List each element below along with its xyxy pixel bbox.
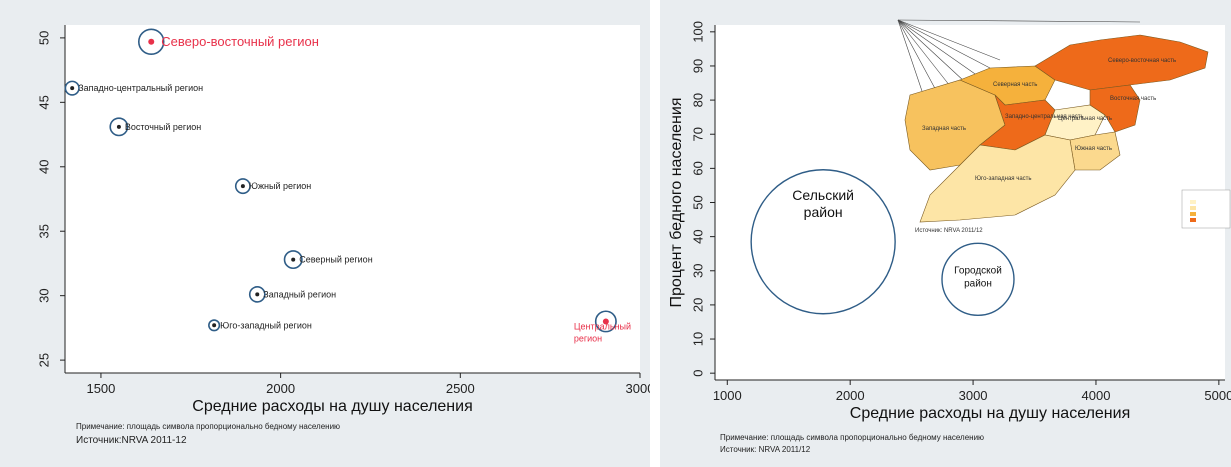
right-y-tick-label: 50 xyxy=(690,195,705,209)
right-bubble-chart: Северная часть Северо-восточная часть За… xyxy=(668,19,1231,454)
right-y-tick-label: 100 xyxy=(690,21,705,43)
map-label-north: Северная часть xyxy=(993,82,1037,88)
map-label-south: Южная часть xyxy=(1075,146,1112,152)
bubble-center-point xyxy=(291,257,296,262)
left-x-tick-label: 2000 xyxy=(266,381,295,396)
bubble-center-point xyxy=(602,318,609,325)
right-y-tick-label: 10 xyxy=(690,332,705,346)
right-x-tick-label: 1000 xyxy=(713,388,742,403)
right-x-tick-label: 4000 xyxy=(1082,388,1111,403)
afghanistan-map: Северная часть Северо-восточная часть За… xyxy=(897,19,1231,234)
left-y-tick-label: 50 xyxy=(36,31,51,45)
left-y-tick-label: 35 xyxy=(36,224,51,238)
point-label: район xyxy=(804,204,843,220)
legend-swatch-2 xyxy=(1190,206,1196,210)
legend-swatch-4 xyxy=(1190,218,1196,222)
point-label: Центральный xyxy=(574,321,631,331)
right-y-tick-label: 20 xyxy=(690,298,705,312)
right-y-tick-label: 70 xyxy=(690,127,705,141)
right-y-tick-label: 0 xyxy=(690,370,705,377)
left-y-tick-label: 40 xyxy=(36,160,51,174)
map-label-west-central: Западно-центральная часть xyxy=(1005,114,1084,120)
map-source-label: Источник: NRVA 2011/12 xyxy=(915,228,983,234)
right-note: Примечание: площадь символа пропорционал… xyxy=(720,433,984,442)
point-label: Западный регион xyxy=(263,289,336,299)
point-label: Западно-центральный регион xyxy=(78,83,203,93)
point-label: Северо-восточный регион xyxy=(161,34,319,49)
left-y-tick-label: 25 xyxy=(36,353,51,367)
point-label: Сельский xyxy=(792,187,854,203)
bubble-center-point xyxy=(70,86,75,91)
bubble-center-point xyxy=(212,323,217,328)
point-label: район xyxy=(964,278,992,289)
map-label-northeast: Северо-восточная часть xyxy=(1108,58,1176,64)
right-y-tick-label: 60 xyxy=(690,161,705,175)
bubble xyxy=(941,242,1015,317)
right-source: Источник: NRVA 2011/12 xyxy=(720,445,811,454)
left-source: Источник:NRVA 2011-12 xyxy=(76,435,187,446)
right-x-tick-label: 3000 xyxy=(959,388,988,403)
legend-swatch-1 xyxy=(1190,200,1196,204)
left-x-tick-label: 3000 xyxy=(626,381,650,396)
map-label-east: Восточная часть xyxy=(1110,96,1156,102)
left-note: Примечание: площадь символа пропорционал… xyxy=(76,422,340,431)
left-chart-panel: 1500 2000 2500 3000 25 30 35 40 45 50 Северо-восто… xyxy=(0,0,650,467)
bubble xyxy=(109,117,129,137)
right-y-tick-label: 80 xyxy=(690,93,705,107)
left-y-tick-label: 30 xyxy=(36,288,51,302)
point-label: Городской xyxy=(954,265,1002,276)
left-plot-area xyxy=(65,25,640,373)
point-label: Северный регион xyxy=(299,255,372,265)
map-region-southwest xyxy=(919,134,1076,223)
right-x-axis-title: Средние расходы на душу населения xyxy=(850,405,1130,422)
map-leader-lines xyxy=(897,19,1141,101)
map-label-central: Центральная часть xyxy=(1058,116,1112,122)
bubble xyxy=(208,319,221,332)
legend-swatch-3 xyxy=(1190,212,1196,216)
bubble xyxy=(750,169,896,315)
left-y-tick-label: 45 xyxy=(36,95,51,109)
left-x-tick-label: 1500 xyxy=(86,381,115,396)
bubble-center-point xyxy=(148,38,155,45)
left-x-tick-label: 2500 xyxy=(446,381,475,396)
point-label: Восточный регион xyxy=(125,122,201,132)
right-x-tick-label: 5000 xyxy=(1204,388,1231,403)
right-y-axis-title: Процент бедного населения xyxy=(668,98,685,308)
point-label: регион xyxy=(574,333,602,343)
map-label-west: Западная часть xyxy=(922,126,966,132)
point-label: Юго-западный регион xyxy=(220,320,312,330)
map-label-southwest: Юго-западная часть xyxy=(975,176,1032,182)
right-y-tick-label: 30 xyxy=(690,264,705,278)
map-legend xyxy=(1181,189,1231,229)
map-region-east xyxy=(1089,84,1141,133)
bubble xyxy=(234,178,251,195)
bubble xyxy=(64,80,80,96)
right-x-tick-label: 2000 xyxy=(836,388,865,403)
bubble-center-point xyxy=(116,124,121,129)
bubble xyxy=(283,250,303,270)
map-region-northeast xyxy=(1034,34,1209,91)
bubble xyxy=(248,286,266,303)
left-bubble-chart: 1500 2000 2500 3000 25 30 35 40 45 50 Северо-восто… xyxy=(36,25,650,446)
bubble-center-point xyxy=(255,292,260,297)
left-x-axis-title: Средние расходы на душу населения xyxy=(192,398,472,415)
bubble xyxy=(594,310,617,333)
right-chart-panel: Северная часть Северо-восточная часть За… xyxy=(660,0,1231,467)
right-y-tick-label: 90 xyxy=(690,59,705,73)
bubble xyxy=(137,28,165,56)
right-y-tick-label: 40 xyxy=(690,229,705,243)
bubble-center-point xyxy=(240,184,245,189)
point-label: Южный регион xyxy=(249,181,311,191)
